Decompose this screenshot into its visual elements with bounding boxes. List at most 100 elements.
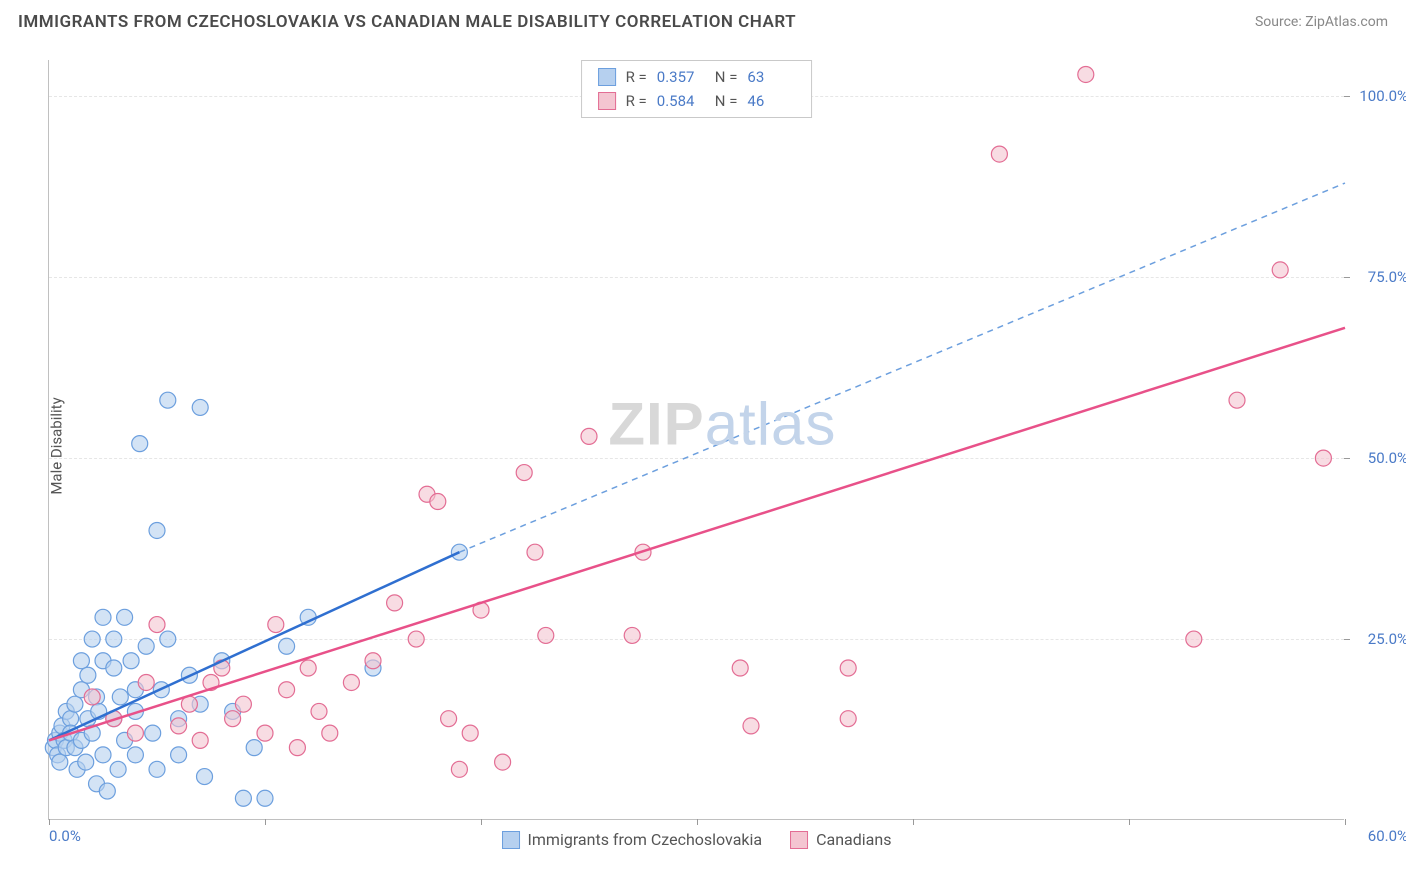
scatter-point-czech <box>106 631 122 647</box>
scatter-point-czech <box>160 631 176 647</box>
legend-stats-row: R = 0.584 N = 46 <box>582 89 812 113</box>
scatter-point-canadians <box>235 696 251 712</box>
source-attribution: Source: ZipAtlas.com <box>1255 14 1388 30</box>
scatter-point-czech <box>149 761 165 777</box>
legend-n-label: N = <box>715 92 738 110</box>
x-tick <box>49 819 50 825</box>
scatter-point-canadians <box>581 428 597 444</box>
scatter-point-canadians <box>840 660 856 676</box>
scatter-point-czech <box>246 740 262 756</box>
scatter-point-czech <box>52 754 68 770</box>
legend-n-value: 46 <box>747 92 795 110</box>
scatter-point-czech <box>279 638 295 654</box>
legend-series-label: Immigrants from Czechoslovakia <box>528 830 763 849</box>
scatter-point-canadians <box>365 653 381 669</box>
x-tick-label-last: 60.0% <box>1368 827 1406 845</box>
scatter-point-czech <box>123 653 139 669</box>
legend-r-value: 0.584 <box>657 92 705 110</box>
legend-series-item: Canadians <box>790 830 891 849</box>
legend-swatch <box>598 92 616 110</box>
scatter-point-canadians <box>743 718 759 734</box>
scatter-point-canadians <box>343 674 359 690</box>
scatter-point-canadians <box>408 631 424 647</box>
scatter-point-czech <box>63 711 79 727</box>
scatter-point-canadians <box>289 740 305 756</box>
scatter-point-czech <box>132 436 148 452</box>
scatter-point-czech <box>95 747 111 763</box>
scatter-point-canadians <box>1078 66 1094 82</box>
trend-line-canadians <box>49 328 1345 741</box>
scatter-point-czech <box>192 399 208 415</box>
scatter-point-canadians <box>732 660 748 676</box>
y-tick-label: 50.0% <box>1368 449 1406 467</box>
scatter-point-czech <box>78 754 94 770</box>
scatter-point-canadians <box>387 595 403 611</box>
scatter-point-canadians <box>1315 450 1331 466</box>
x-tick <box>481 819 482 825</box>
scatter-point-canadians <box>279 682 295 698</box>
scatter-point-canadians <box>322 725 338 741</box>
scatter-point-canadians <box>430 494 446 510</box>
scatter-point-canadians <box>138 674 154 690</box>
scatter-point-czech <box>171 747 187 763</box>
y-tick <box>1344 639 1350 640</box>
source-label: Source: <box>1255 14 1305 30</box>
x-tick <box>265 819 266 825</box>
scatter-point-canadians <box>257 725 273 741</box>
scatter-point-canadians <box>538 627 554 643</box>
legend-r-label: R = <box>626 68 647 86</box>
scatter-point-canadians <box>149 617 165 633</box>
header: IMMIGRANTS FROM CZECHOSLOVAKIA VS CANADI… <box>0 0 1406 40</box>
legend-stats-row: R = 0.357 N = 63 <box>582 65 812 89</box>
scatter-point-canadians <box>225 711 241 727</box>
legend-series-label: Canadians <box>816 830 891 849</box>
scatter-point-czech <box>149 522 165 538</box>
legend-series: Immigrants from Czechoslovakia Canadians <box>492 828 902 851</box>
scatter-point-czech <box>145 725 161 741</box>
legend-swatch <box>790 831 808 849</box>
scatter-point-czech <box>160 392 176 408</box>
y-tick <box>1344 96 1350 97</box>
scatter-point-canadians <box>171 718 187 734</box>
legend-swatch <box>502 831 520 849</box>
y-tick-label: 75.0% <box>1368 268 1406 286</box>
scatter-point-czech <box>95 609 111 625</box>
scatter-point-czech <box>138 638 154 654</box>
scatter-point-czech <box>112 689 128 705</box>
scatter-point-czech <box>257 790 273 806</box>
scatter-point-czech <box>84 631 100 647</box>
scatter-point-canadians <box>1272 262 1288 278</box>
scatter-point-canadians <box>527 544 543 560</box>
x-tick <box>1345 819 1346 825</box>
scatter-point-canadians <box>1186 631 1202 647</box>
scatter-point-czech <box>80 667 96 683</box>
scatter-point-canadians <box>268 617 284 633</box>
chart-plot-area: ZIPatlas 25.0%50.0%75.0%100.0% R =0.357N… <box>48 60 1344 820</box>
scatter-point-czech <box>127 747 143 763</box>
legend-r-label: R = <box>626 92 647 110</box>
legend-swatch <box>598 68 616 86</box>
y-tick-label: 100.0% <box>1359 87 1406 105</box>
legend-series-item: Immigrants from Czechoslovakia <box>502 830 763 849</box>
scatter-point-czech <box>99 783 115 799</box>
scatter-point-canadians <box>84 689 100 705</box>
legend-r-value: 0.357 <box>657 68 705 86</box>
scatter-svg <box>49 60 1344 819</box>
scatter-point-canadians <box>516 465 532 481</box>
scatter-point-canadians <box>192 732 208 748</box>
scatter-point-czech <box>197 769 213 785</box>
scatter-point-czech <box>73 653 89 669</box>
source-name: ZipAtlas.com <box>1305 14 1388 30</box>
scatter-point-canadians <box>495 754 511 770</box>
trend-line-dashed-czech <box>459 183 1345 552</box>
x-tick-label-first: 0.0% <box>49 827 81 845</box>
scatter-point-czech <box>67 696 83 712</box>
legend-n-label: N = <box>715 68 738 86</box>
scatter-point-canadians <box>451 761 467 777</box>
chart-title: IMMIGRANTS FROM CZECHOSLOVAKIA VS CANADI… <box>18 12 796 32</box>
scatter-point-canadians <box>1229 392 1245 408</box>
scatter-point-canadians <box>462 725 478 741</box>
x-tick <box>913 819 914 825</box>
legend-n-value: 63 <box>747 68 795 86</box>
y-tick-label: 25.0% <box>1368 630 1406 648</box>
